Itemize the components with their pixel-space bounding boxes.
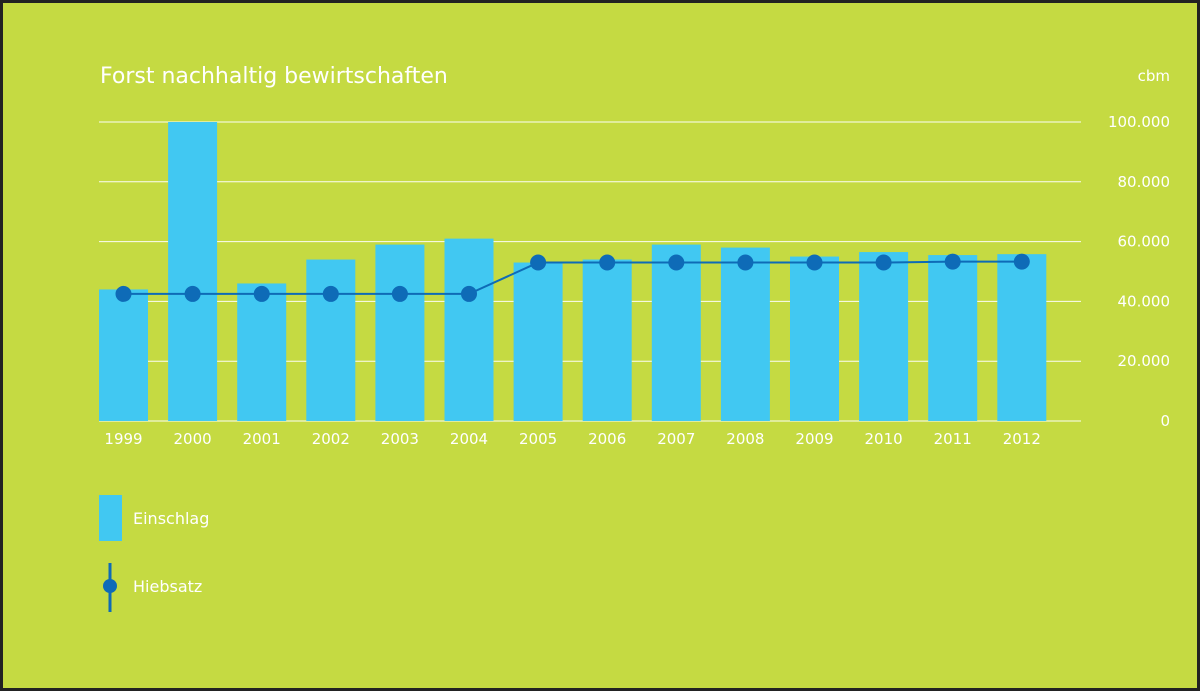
y-tick-label: 20.000 (1118, 352, 1171, 370)
y-tick-label: 40.000 (1118, 292, 1171, 310)
bar (720, 247, 770, 421)
y-tick-label: 60.000 (1118, 233, 1171, 251)
x-tick-label: 2003 (381, 430, 419, 448)
line-point (461, 285, 477, 302)
y-tick-label: 100.000 (1108, 113, 1170, 131)
line-point (184, 285, 201, 302)
x-tick-label: 2011 (934, 430, 972, 448)
line-point (944, 253, 961, 270)
chart-svg: Forst nachhaltig bewirtschaften cbm 1999… (99, 64, 1170, 612)
y-tick-label: 0 (1160, 412, 1170, 430)
bar (513, 262, 563, 421)
x-tick-label: 2001 (243, 430, 281, 448)
line-series-hiebsatz (115, 253, 1030, 302)
y-tick-label: 80.000 (1118, 173, 1171, 191)
bar (168, 122, 218, 421)
x-tick-label: 1999 (104, 430, 142, 448)
x-tick-labels: 1999 2000 2001 2002 2003 2004 2005 2006 2007 2008… (104, 430, 1040, 448)
bar (582, 259, 632, 421)
bar (444, 238, 494, 421)
bar (306, 259, 356, 421)
line-point (875, 254, 892, 271)
line-point (530, 254, 547, 271)
y-unit-label: cbm (1138, 67, 1170, 85)
bar (651, 244, 701, 421)
line-point (391, 285, 408, 302)
line-point (599, 254, 616, 271)
line-point (322, 285, 339, 302)
legend-label-einschlag: Einschlag (133, 509, 209, 528)
bar (928, 255, 978, 421)
x-tick-label: 2002 (312, 430, 350, 448)
x-tick-label: 2006 (588, 430, 626, 448)
line-point (806, 254, 823, 271)
line-point (1013, 253, 1030, 270)
series-line (123, 260, 1022, 295)
y-tick-labels: 0 20.000 40.000 60.000 80.000 100.000 (1108, 113, 1170, 430)
line-point (668, 254, 685, 271)
bar (375, 244, 425, 421)
bar (790, 256, 839, 421)
bar (99, 289, 148, 421)
bar-series-einschlag (99, 122, 1047, 421)
x-tick-label: 2010 (865, 430, 903, 448)
x-tick-label: 2000 (174, 430, 212, 448)
bar (859, 252, 909, 421)
line-point (737, 254, 754, 271)
bar (997, 254, 1047, 421)
x-tick-label: 2004 (450, 430, 488, 448)
x-tick-label: 2007 (657, 430, 695, 448)
legend-swatch-einschlag (99, 495, 122, 541)
chart-title: Forst nachhaltig bewirtschaften (100, 64, 448, 89)
line-point (253, 285, 270, 302)
x-tick-label: 2012 (1003, 430, 1041, 448)
bar (237, 283, 287, 421)
legend-swatch-marker-hiebsatz (103, 579, 117, 593)
x-tick-label: 2009 (795, 430, 833, 448)
x-tick-label: 2005 (519, 430, 557, 448)
line-point (115, 285, 132, 302)
x-tick-label: 2008 (726, 430, 764, 448)
legend-label-hiebsatz: Hiebsatz (133, 577, 202, 596)
legend: Einschlag Hiebsatz (99, 495, 209, 612)
